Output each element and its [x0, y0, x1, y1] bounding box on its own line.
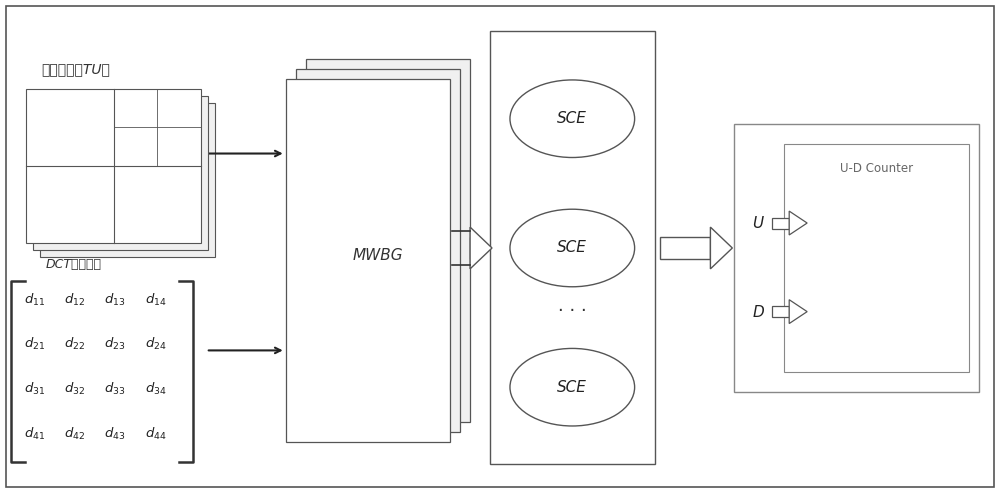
- Text: SCE: SCE: [557, 241, 587, 255]
- Text: 变换单元（TU）: 变换单元（TU）: [42, 62, 111, 76]
- Text: $d_{23}$: $d_{23}$: [104, 336, 126, 352]
- Bar: [772, 306, 789, 317]
- Text: $d_{11}$: $d_{11}$: [24, 292, 45, 308]
- Text: $d_{14}$: $d_{14}$: [145, 292, 167, 308]
- Text: $d_{43}$: $d_{43}$: [104, 426, 126, 442]
- Bar: [772, 217, 789, 228]
- Text: $d_{34}$: $d_{34}$: [145, 381, 167, 397]
- Text: $D$: $D$: [752, 304, 765, 319]
- Polygon shape: [710, 227, 732, 269]
- Bar: [660, 237, 710, 259]
- Text: $d_{44}$: $d_{44}$: [145, 426, 167, 442]
- Text: $d_{22}$: $d_{22}$: [64, 336, 85, 352]
- Polygon shape: [789, 300, 807, 323]
- Polygon shape: [789, 211, 807, 235]
- Text: $d_{32}$: $d_{32}$: [64, 381, 85, 397]
- Text: $d_{42}$: $d_{42}$: [64, 426, 85, 442]
- Text: SCE: SCE: [557, 380, 587, 395]
- Text: $U$: $U$: [752, 215, 765, 231]
- Text: $d_{13}$: $d_{13}$: [104, 292, 126, 308]
- Ellipse shape: [510, 209, 635, 287]
- FancyBboxPatch shape: [296, 69, 460, 432]
- FancyBboxPatch shape: [26, 89, 201, 243]
- Text: $d_{12}$: $d_{12}$: [64, 292, 85, 308]
- Text: $d_{31}$: $d_{31}$: [24, 381, 45, 397]
- Text: $d_{24}$: $d_{24}$: [145, 336, 167, 352]
- FancyBboxPatch shape: [490, 31, 655, 464]
- FancyBboxPatch shape: [40, 103, 215, 257]
- FancyBboxPatch shape: [286, 79, 450, 442]
- FancyBboxPatch shape: [33, 96, 208, 250]
- FancyBboxPatch shape: [306, 59, 470, 422]
- Text: $d_{21}$: $d_{21}$: [24, 336, 45, 352]
- Text: · · ·: · · ·: [558, 302, 587, 319]
- FancyBboxPatch shape: [6, 6, 994, 487]
- Text: U-D Counter: U-D Counter: [840, 162, 913, 175]
- Polygon shape: [470, 227, 492, 269]
- Text: SCE: SCE: [557, 111, 587, 126]
- Text: $d_{41}$: $d_{41}$: [24, 426, 45, 442]
- Text: DCT系数矩阵: DCT系数矩阵: [45, 258, 101, 271]
- Text: $d_{33}$: $d_{33}$: [104, 381, 126, 397]
- Ellipse shape: [510, 349, 635, 426]
- FancyBboxPatch shape: [734, 124, 979, 392]
- FancyBboxPatch shape: [784, 143, 969, 372]
- Ellipse shape: [510, 80, 635, 157]
- Text: MWBG: MWBG: [353, 248, 403, 263]
